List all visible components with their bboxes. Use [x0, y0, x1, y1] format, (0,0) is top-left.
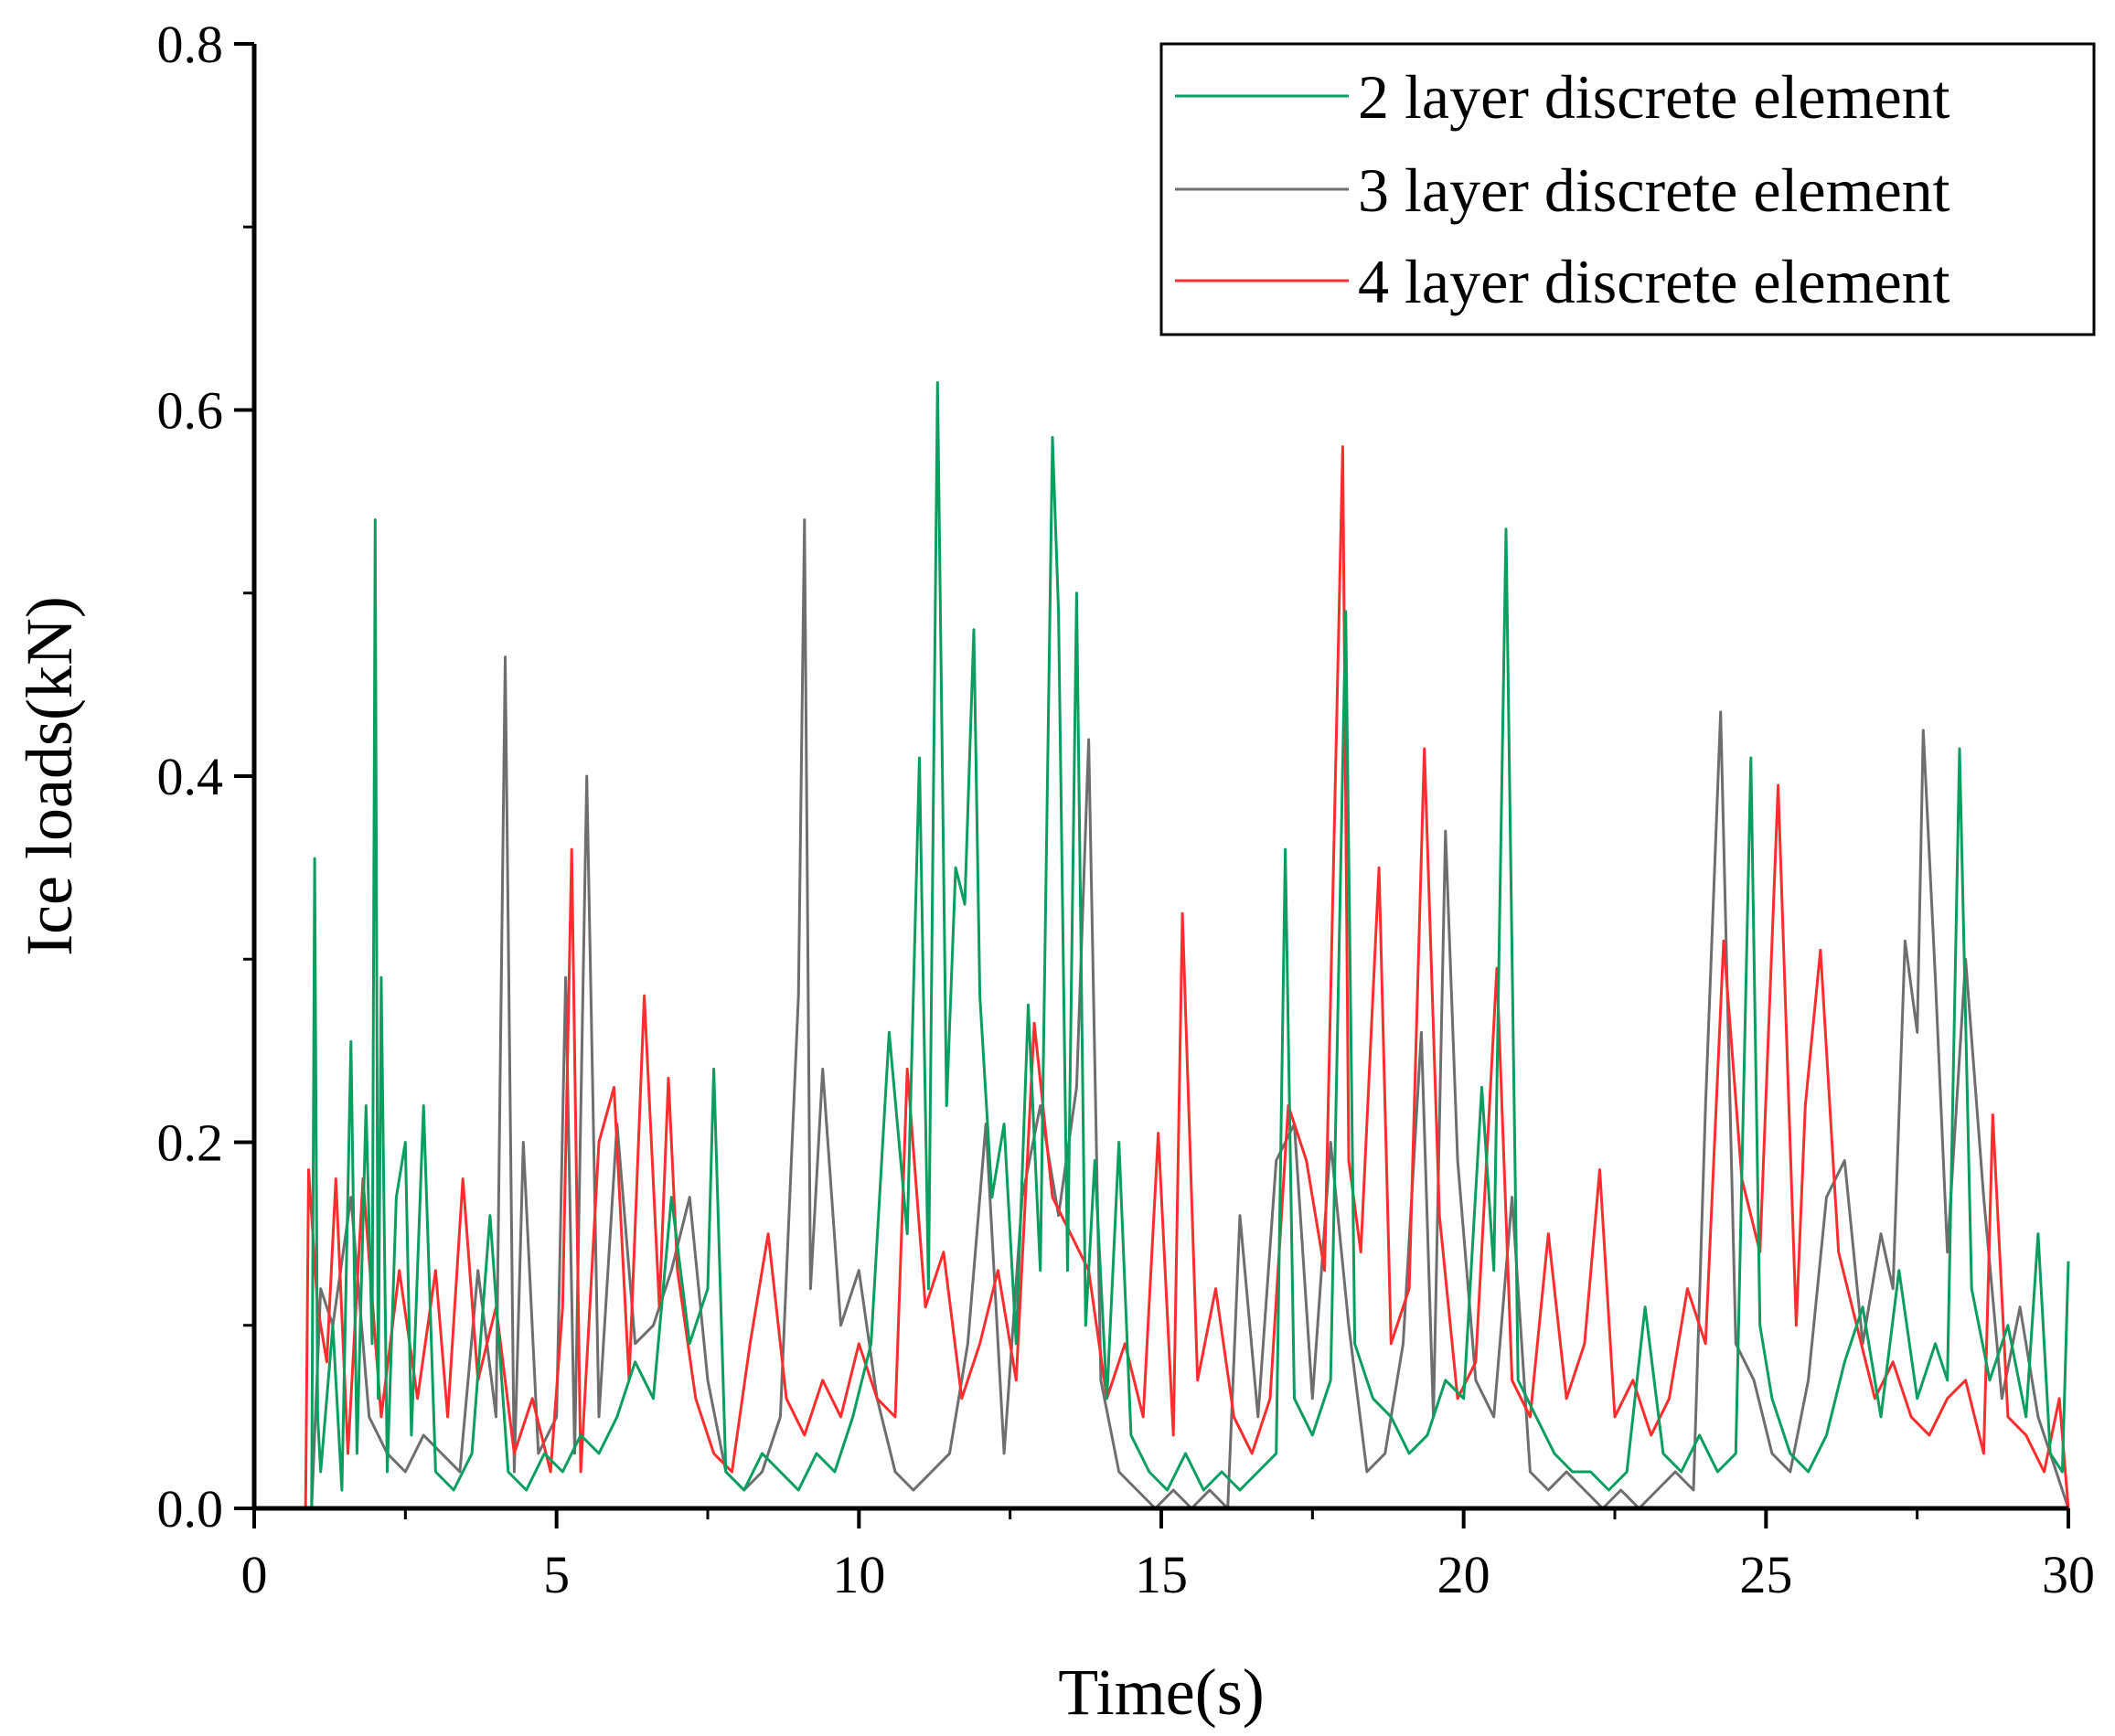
x-tick-label: 25	[1739, 1545, 1792, 1604]
y-tick-label: 0.2	[157, 1113, 224, 1173]
x-axis-title: Time(s)	[1058, 1656, 1264, 1729]
y-tick-label: 0.4	[157, 747, 224, 806]
series-layer	[254, 381, 2070, 1510]
x-tick-label: 20	[1437, 1545, 1490, 1604]
y-tick-label: 0.0	[157, 1479, 224, 1539]
legend-label-2-layer: 2 layer discrete element	[1358, 62, 1950, 132]
y-tick-label: 0.8	[157, 15, 224, 74]
legend-label-3-layer: 3 layer discrete element	[1358, 155, 1950, 225]
legend: 2 layer discrete element 3 layer discret…	[1159, 42, 2096, 336]
ticks-layer: 0 5 10 15 20 25 30 0.0 0.2 0.4 0.6 0.8	[157, 15, 2096, 1604]
y-axis-title: Ice loads(kN)	[13, 596, 86, 956]
x-tick-label: 15	[1135, 1545, 1188, 1604]
series-line-2-layer	[254, 381, 2070, 1510]
y-tick-label: 0.6	[157, 381, 224, 441]
series-line-4-layer	[254, 445, 2070, 1510]
x-tick-label: 30	[2042, 1545, 2095, 1604]
x-tick-label: 10	[832, 1545, 885, 1604]
x-tick-label: 0	[241, 1545, 268, 1604]
x-tick-label: 5	[543, 1545, 570, 1604]
legend-label-4-layer: 4 layer discrete element	[1358, 247, 1950, 316]
